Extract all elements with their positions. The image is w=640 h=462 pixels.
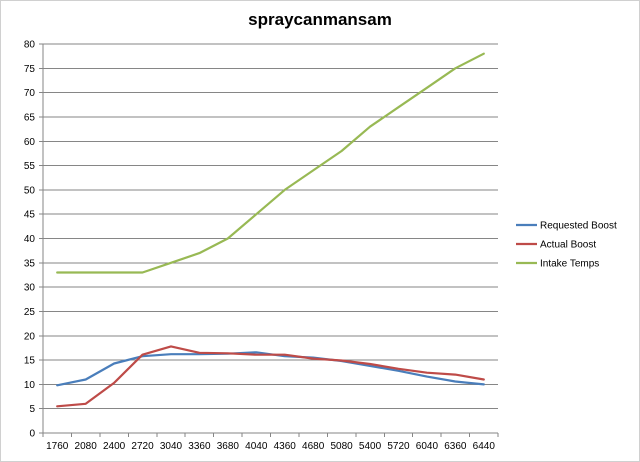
y-tick-label: 55 bbox=[24, 161, 36, 172]
legend-label: Requested Boost bbox=[540, 221, 617, 232]
series-line-requested-boost bbox=[56, 351, 485, 387]
x-tick-label: 6440 bbox=[473, 441, 496, 452]
x-tick-label: 4040 bbox=[245, 441, 268, 452]
x-tick-label: 5720 bbox=[387, 441, 410, 452]
y-tick-label: 10 bbox=[24, 380, 36, 391]
x-tick-label: 6360 bbox=[444, 441, 467, 452]
y-tick-label: 15 bbox=[24, 356, 36, 367]
y-tick-label: 20 bbox=[24, 331, 36, 342]
gridlines bbox=[42, 43, 498, 434]
y-tick-label: 65 bbox=[24, 112, 36, 123]
x-tick-label: 2720 bbox=[131, 441, 154, 452]
y-axis-ticks: 0 5 10 15 20 25 30 35 40 45 50 55 60 65 70 75 80 bbox=[24, 40, 43, 440]
y-tick-label: 35 bbox=[24, 258, 36, 269]
x-tick-label: 4360 bbox=[274, 441, 297, 452]
series-line-actual-boost bbox=[56, 345, 485, 408]
legend-label: Intake Temps bbox=[540, 259, 599, 270]
x-tick-label: 2080 bbox=[75, 441, 98, 452]
x-axis-ticks: 1760 2080 2400 2720 3040 3360 3680 4040 4360 4680… bbox=[42, 433, 499, 452]
series-line-intake-temps bbox=[56, 52, 485, 274]
x-tick-label: 1760 bbox=[46, 441, 69, 452]
legend: Requested Boost Actual Boost Intake Temps bbox=[516, 221, 617, 270]
y-tick-label: 60 bbox=[24, 137, 36, 148]
y-tick-label: 75 bbox=[24, 64, 36, 75]
y-tick-label: 45 bbox=[24, 210, 36, 221]
x-tick-label: 3040 bbox=[160, 441, 183, 452]
chart-title: spraycanmansam bbox=[248, 10, 392, 29]
y-tick-label: 80 bbox=[24, 40, 36, 51]
x-tick-label: 3360 bbox=[188, 441, 211, 452]
y-tick-label: 50 bbox=[24, 185, 36, 196]
legend-label: Actual Boost bbox=[540, 240, 596, 251]
series-lines bbox=[56, 52, 485, 408]
y-tick-label: 5 bbox=[29, 404, 35, 415]
y-tick-label: 40 bbox=[24, 234, 36, 245]
x-tick-label: 6040 bbox=[416, 441, 439, 452]
x-tick-label: 5400 bbox=[359, 441, 382, 452]
y-tick-label: 70 bbox=[24, 88, 36, 99]
y-tick-label: 0 bbox=[29, 429, 35, 440]
x-tick-label: 5080 bbox=[330, 441, 353, 452]
x-tick-label: 2400 bbox=[103, 441, 126, 452]
y-tick-label: 25 bbox=[24, 307, 36, 318]
y-tick-label: 30 bbox=[24, 283, 36, 294]
x-tick-label: 3680 bbox=[217, 441, 240, 452]
x-tick-label: 4680 bbox=[302, 441, 325, 452]
